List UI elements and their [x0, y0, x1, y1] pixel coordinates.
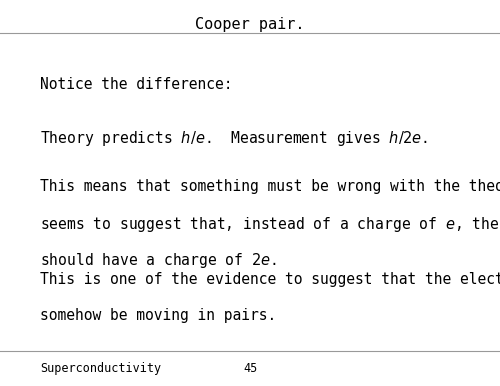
Text: This is one of the evidence to suggest that the electrons might: This is one of the evidence to suggest t…: [40, 272, 500, 287]
Text: Cooper pair.: Cooper pair.: [195, 17, 305, 32]
Text: 45: 45: [243, 362, 257, 375]
Text: should have a charge of $2e$.: should have a charge of $2e$.: [40, 251, 277, 269]
Text: This means that something must be wrong with the theory.  It: This means that something must be wrong …: [40, 179, 500, 195]
Text: Notice the difference:: Notice the difference:: [40, 77, 232, 92]
Text: somehow be moving in pairs.: somehow be moving in pairs.: [40, 308, 276, 323]
Text: Theory predicts $h/e$.  Measurement gives $h/2e$.: Theory predicts $h/e$. Measurement gives…: [40, 129, 428, 148]
Text: seems to suggest that, instead of a charge of $e$, the particle: seems to suggest that, instead of a char…: [40, 215, 500, 234]
Text: Superconductivity: Superconductivity: [40, 362, 161, 375]
